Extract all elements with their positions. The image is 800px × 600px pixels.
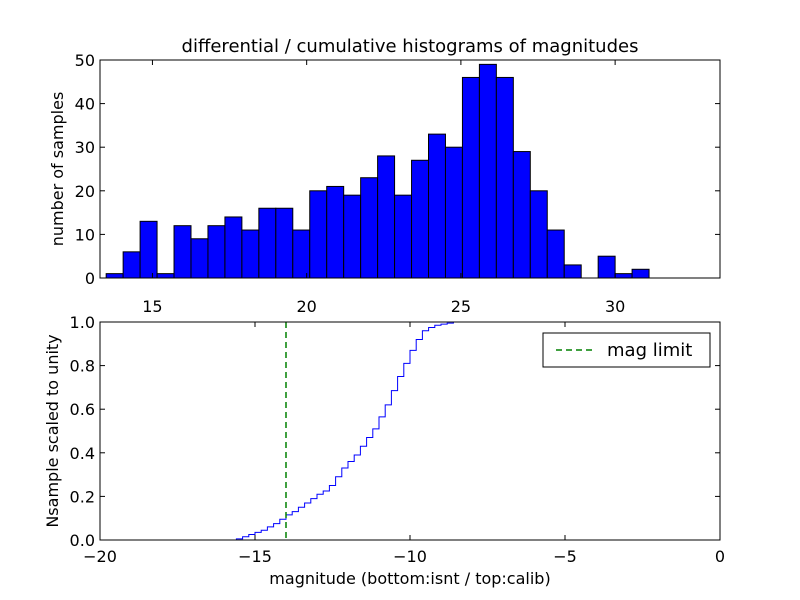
y-tick-label: 0.6	[70, 400, 95, 419]
histogram-bar	[529, 190, 548, 279]
histogram-bar	[411, 159, 430, 279]
histogram-bar	[461, 76, 480, 279]
bottom-y-axis-label: Nsample scaled to unity	[43, 334, 62, 527]
histogram-bar	[478, 63, 497, 279]
legend-label: mag limit	[607, 340, 692, 361]
x-tick-label: −20	[83, 547, 117, 566]
histogram-bar	[156, 273, 175, 279]
y-tick-label: 30	[75, 138, 95, 157]
histogram-bar	[309, 190, 328, 279]
histogram-bar	[105, 273, 124, 279]
y-tick-label: 50	[75, 51, 95, 70]
histogram-bar	[512, 151, 531, 279]
bottom-x-axis-ticks: −20 −15 −10 −5 0	[83, 322, 725, 566]
histogram-bar	[258, 207, 277, 279]
histogram-bar	[190, 238, 209, 279]
histogram-bar	[631, 268, 650, 279]
histogram-bar	[207, 225, 226, 279]
y-tick-label: 40	[75, 95, 95, 114]
y-tick-label: 20	[75, 182, 95, 201]
histogram-bar	[495, 76, 514, 279]
histogram-bar	[377, 155, 396, 279]
x-tick-label: 30	[605, 297, 625, 316]
y-tick-label: 0.8	[70, 357, 95, 376]
differential-histogram-panel: differential / cumulative histograms of …	[48, 36, 721, 316]
x-tick-label: −5	[553, 547, 577, 566]
histogram-bar	[444, 146, 463, 279]
x-tick-label: −15	[238, 547, 272, 566]
x-tick-label: −10	[393, 547, 427, 566]
histogram-bar	[343, 194, 362, 279]
cumulative-histogram-panel: 0.0 0.2 0.4 0.6 0.8 1.0 −20 −15 −10 −5 0 magnitud…	[43, 313, 725, 588]
y-tick-label: 0.2	[70, 487, 95, 506]
x-tick-label: 0	[715, 547, 725, 566]
histogram-bar	[563, 264, 582, 279]
y-tick-label: 0	[85, 269, 95, 288]
y-tick-label: 1.0	[70, 313, 95, 332]
histogram-bar	[122, 251, 141, 279]
legend: mag limit	[542, 332, 711, 368]
histogram-bar	[614, 273, 633, 279]
bottom-y-axis-ticks: 0.0 0.2 0.4 0.6 0.8 1.0	[70, 313, 720, 550]
top-y-axis-ticks: 0 10 20 30 40 50	[75, 51, 720, 288]
y-tick-label: 0.4	[70, 444, 95, 463]
top-axes-frame	[99, 59, 721, 279]
x-tick-label: 20	[296, 297, 316, 316]
histogram-bar	[394, 194, 413, 279]
top-x-axis-ticks: 15 20 25 30	[142, 60, 625, 316]
bottom-x-axis-label: magnitude (bottom:isnt / top:calib)	[269, 569, 550, 588]
histogram-bar	[597, 255, 616, 279]
x-tick-label: 25	[451, 297, 471, 316]
histogram-bar	[173, 225, 192, 279]
histogram-bar	[546, 229, 565, 279]
histogram-bar	[241, 229, 260, 279]
top-y-axis-label: number of samples	[48, 92, 67, 247]
histogram-bar	[428, 133, 446, 279]
y-tick-label: 0.0	[70, 531, 95, 550]
histogram-bar	[139, 220, 158, 279]
cumulative-step-line	[100, 321, 720, 541]
x-tick-label: 15	[142, 297, 162, 316]
y-tick-label: 10	[75, 225, 95, 244]
chart-title: differential / cumulative histograms of …	[182, 36, 639, 57]
histogram-bar	[275, 207, 294, 279]
histogram-bar	[224, 216, 243, 279]
histogram-bar	[360, 177, 379, 279]
histogram-bar	[326, 185, 345, 279]
histogram-bar	[292, 229, 311, 279]
